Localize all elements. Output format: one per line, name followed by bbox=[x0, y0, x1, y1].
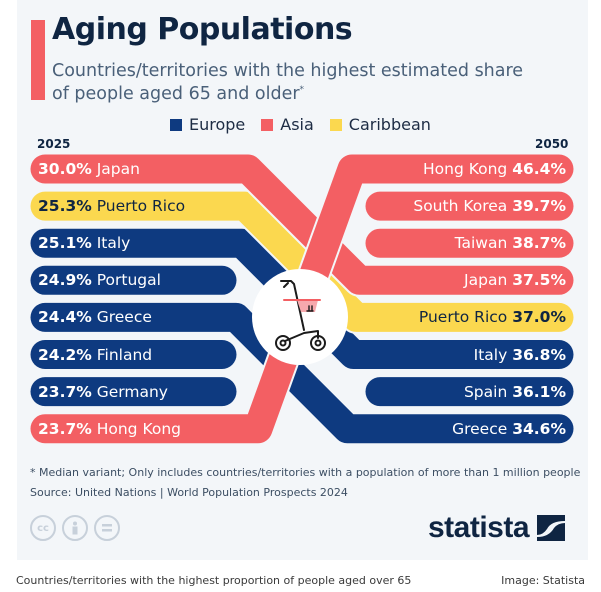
walker-wheel-left bbox=[275, 335, 291, 351]
left-row-value: 24.4% bbox=[38, 308, 92, 327]
left-row-value: 25.1% bbox=[38, 234, 92, 253]
right-row-label: Japan 37.5% bbox=[464, 270, 566, 290]
right-row-name: Italy bbox=[473, 345, 508, 364]
walker-hub-right bbox=[314, 339, 322, 347]
right-row-label: Hong Kong 46.4% bbox=[423, 159, 566, 179]
left-row-name: Portugal bbox=[96, 271, 161, 290]
left-row-label: 24.9% Portugal bbox=[38, 270, 161, 290]
right-row-name: Taiwan bbox=[454, 234, 508, 253]
right-row-label: Spain 36.1% bbox=[464, 382, 566, 402]
title-accent-bar bbox=[31, 20, 45, 100]
walker-lower-frame bbox=[284, 330, 319, 342]
legend-label: Asia bbox=[280, 115, 314, 134]
left-row-value: 24.2% bbox=[38, 345, 92, 364]
left-row-label: 24.2% Finland bbox=[38, 345, 152, 365]
right-row-name: Spain bbox=[463, 382, 508, 401]
left-year-label: 2025 bbox=[37, 137, 71, 151]
walker-hub-left bbox=[279, 339, 287, 347]
equals-icon bbox=[102, 524, 112, 532]
left-row-label: 25.3% Puerto Rico bbox=[38, 196, 185, 216]
nd-icon[interactable] bbox=[94, 515, 120, 541]
left-row-name: Finland bbox=[96, 345, 153, 364]
source-note: Source: United Nations | World Populatio… bbox=[30, 486, 348, 499]
cc-icon-label: cc bbox=[37, 522, 49, 534]
cc-icon[interactable]: cc bbox=[30, 515, 56, 541]
image-credit: Image: Statista bbox=[501, 574, 585, 587]
left-row-name: Italy bbox=[96, 234, 131, 253]
right-row-label: South Korea 39.7% bbox=[413, 196, 566, 216]
walker-basket-mark bbox=[306, 305, 314, 312]
legend-swatch-caribbean bbox=[329, 118, 342, 131]
subtitle-footnote-mark: * bbox=[299, 85, 305, 96]
legend-swatch-asia bbox=[261, 118, 274, 131]
walker-handle bbox=[283, 282, 289, 288]
right-row-label: Taiwan 38.7% bbox=[455, 233, 566, 253]
license-icons: cc bbox=[30, 515, 120, 541]
connector-japan bbox=[30, 154, 574, 295]
walker-icon bbox=[275, 280, 326, 351]
legend-item-asia: Asia bbox=[261, 115, 314, 134]
right-year-label: 2050 bbox=[535, 137, 569, 151]
left-row-label: 23.7% Germany bbox=[38, 382, 168, 402]
walker-wheel-right bbox=[310, 335, 326, 351]
legend-label: Europe bbox=[189, 115, 246, 134]
left-row-value: 25.3% bbox=[38, 197, 92, 216]
right-row-label: Greece 34.6% bbox=[452, 419, 566, 439]
left-row-label: 30.0% Japan bbox=[38, 159, 140, 179]
center-circle bbox=[252, 269, 348, 365]
statista-logo-icon bbox=[537, 515, 566, 541]
right-row-name: Japan bbox=[464, 271, 508, 290]
left-row-name: Greece bbox=[96, 308, 152, 327]
right-row-name: South Korea bbox=[413, 197, 508, 216]
right-row-value: 37.5% bbox=[512, 271, 566, 290]
chart-subtitle-line2: of people aged 65 and older* bbox=[52, 84, 304, 104]
by-icon[interactable] bbox=[62, 515, 88, 541]
right-row-label: Italy 36.8% bbox=[474, 345, 566, 365]
walker-frame bbox=[280, 280, 305, 331]
logo-text: statista bbox=[428, 511, 530, 544]
subtitle-text: of people aged 65 and older bbox=[52, 84, 300, 104]
person-icon bbox=[72, 521, 78, 535]
right-row-value: 39.7% bbox=[512, 197, 566, 216]
image-caption: Countries/territories with the highest p… bbox=[16, 574, 412, 587]
left-row-value: 30.0% bbox=[38, 160, 92, 178]
walker-basket bbox=[297, 300, 318, 312]
left-row-name: Japan bbox=[96, 160, 140, 178]
left-row-label: 23.7% Hong Kong bbox=[38, 419, 181, 439]
right-row-value: 34.6% bbox=[512, 419, 566, 438]
right-row-name: Hong Kong bbox=[423, 160, 508, 178]
legend-item-caribbean: Caribbean bbox=[329, 115, 431, 134]
connector-paths bbox=[28, 152, 576, 446]
connector-puerto-rico bbox=[30, 191, 574, 332]
statista-logo[interactable]: statista bbox=[428, 511, 566, 545]
left-row-value: 23.7% bbox=[38, 382, 92, 401]
right-row-name: Greece bbox=[452, 419, 508, 438]
legend-label: Caribbean bbox=[348, 115, 431, 134]
right-row-label: Puerto Rico 37.0% bbox=[419, 307, 566, 327]
legend-swatch-europe bbox=[170, 118, 182, 131]
right-row-value: 36.8% bbox=[512, 345, 566, 364]
left-row-value: 24.9% bbox=[38, 271, 92, 290]
center-badge bbox=[252, 269, 348, 365]
left-row-label: 25.1% Italy bbox=[38, 233, 130, 253]
right-row-value: 46.4% bbox=[512, 160, 566, 178]
chart-title: Aging Populations bbox=[52, 12, 353, 47]
row-bars bbox=[30, 191, 574, 407]
right-row-value: 38.7% bbox=[512, 234, 566, 253]
footnote: * Median variant; Only includes countrie… bbox=[30, 466, 581, 479]
right-row-value: 37.0% bbox=[512, 308, 566, 327]
left-row-name: Germany bbox=[96, 382, 168, 401]
left-row-value: 23.7% bbox=[38, 419, 92, 438]
right-row-name: Puerto Rico bbox=[418, 308, 508, 327]
legend-item-europe: Europe bbox=[170, 115, 245, 134]
chart-subtitle-line1: Countries/territories with the highest e… bbox=[52, 61, 524, 81]
left-row-name: Puerto Rico bbox=[96, 197, 186, 216]
right-row-value: 36.1% bbox=[512, 382, 566, 401]
left-row-label: 24.4% Greece bbox=[38, 307, 152, 327]
legend: Europe Asia Caribbean bbox=[170, 115, 431, 134]
left-row-name: Hong Kong bbox=[96, 419, 181, 438]
